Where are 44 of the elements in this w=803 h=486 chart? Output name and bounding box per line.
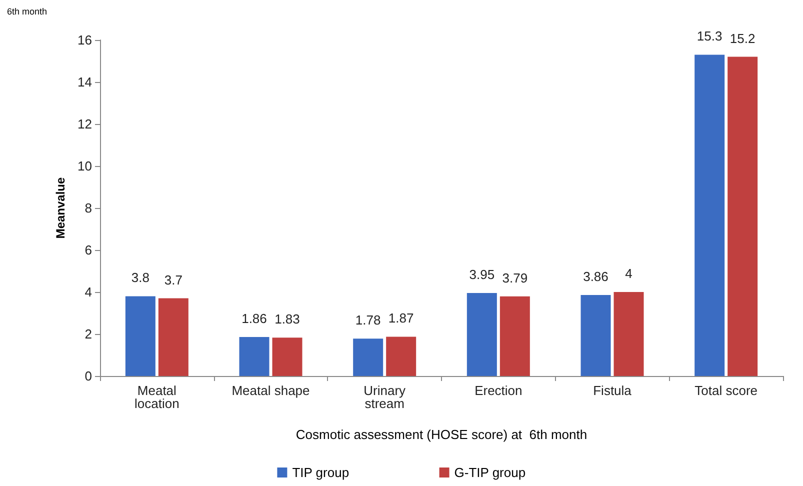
bar [500, 296, 530, 376]
bar [353, 338, 384, 376]
data-label: 3.86 [583, 268, 608, 284]
legend-label: TIP group [292, 465, 350, 480]
x-tick-label: Meatal shape [232, 383, 310, 398]
y-tick-label: 10 [78, 158, 92, 174]
y-tick-label: 2 [84, 326, 92, 342]
data-label: 3.7 [164, 272, 182, 288]
x-tick-label: Urinary stream [364, 383, 406, 411]
y-tick-label: 6 [84, 242, 92, 258]
text: 6th month [7, 6, 48, 16]
data-label: 15.2 [730, 30, 756, 46]
y-tick-label: 4 [84, 284, 92, 300]
y-tick-label: 14 [78, 74, 92, 90]
y-axis-title: Meanvalue [54, 176, 68, 239]
data-label: 1.86 [242, 310, 267, 326]
data-label: 3.95 [469, 267, 495, 282]
data-label: 1.78 [355, 312, 381, 328]
y-tick-label: 0 [84, 368, 92, 384]
x-tick-label: Erection [474, 383, 522, 398]
x-axis-title: Cosmotic assessment (HOSE score) at 6th month [296, 427, 588, 442]
data-label: 4 [625, 266, 632, 281]
y-tick-label: 16 [78, 32, 92, 48]
data-label: 3.79 [502, 270, 528, 286]
x-tick-label: Meatal location [134, 383, 180, 411]
bar [728, 56, 758, 376]
bar [239, 336, 270, 376]
x-tick-label: Total score [694, 383, 758, 398]
data-label: 1.83 [274, 312, 300, 327]
x-tick-label: Fistula [593, 383, 632, 398]
bar [694, 54, 725, 376]
bar [125, 296, 156, 376]
bar [272, 338, 302, 376]
data-label: 1.87 [388, 310, 414, 326]
bar [158, 298, 188, 376]
bar [614, 292, 644, 376]
y-tick-label: 12 [78, 116, 92, 132]
bar [386, 336, 416, 376]
data-label: 3.8 [131, 270, 150, 286]
bar [466, 293, 497, 376]
legend-label: G-TIP group [454, 465, 526, 480]
bar [580, 294, 611, 376]
y-tick-label: 8 [84, 200, 92, 216]
data-label: 15.3 [696, 28, 722, 44]
